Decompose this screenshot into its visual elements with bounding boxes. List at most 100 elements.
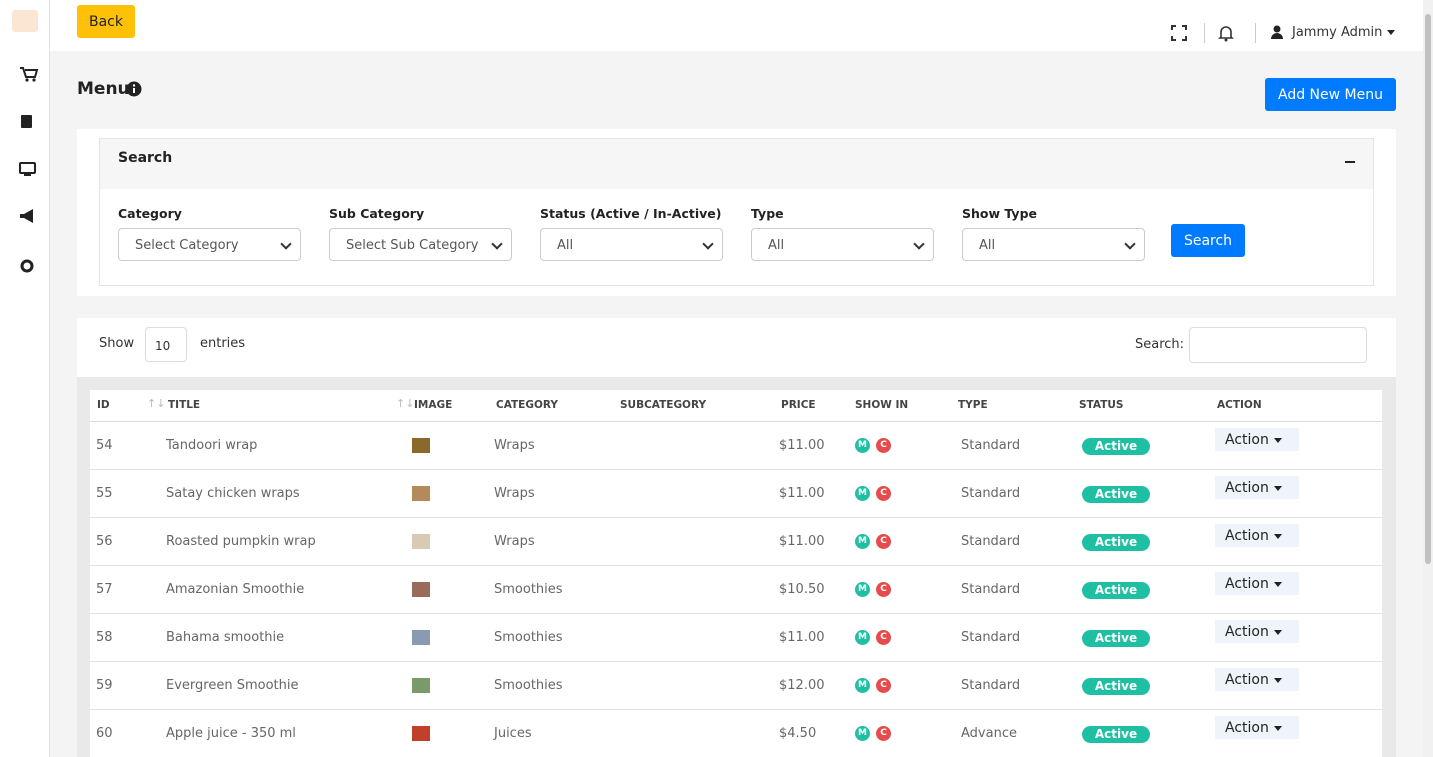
row-category: Smoothies [494,678,563,693]
megaphone-icon[interactable] [20,209,33,223]
action-button[interactable]: Action [1215,572,1299,595]
row-type: Standard [961,486,1021,501]
sort-icon[interactable]: ↑↓ [147,397,166,410]
row-title: Tandoori wrap [166,438,258,453]
show-in-badge: M [855,678,870,693]
row-price: $10.50 [779,582,825,597]
search-label: Search: [1135,337,1185,352]
calculator-icon[interactable] [21,115,32,128]
status-badge: Active [1082,678,1150,695]
action-label: Action [1225,720,1269,736]
row-image [412,486,430,501]
table-row: 56 Roasted pumpkin wrap Wraps $11.00 M C Stand… [90,518,1382,566]
row-category: Wraps [494,486,535,501]
table-row: 58 Bahama smoothie Smoothies $11.00 M C Standa… [90,614,1382,662]
row-price: $11.00 [779,534,825,549]
show-in-badge: M [855,534,870,549]
action-button[interactable]: Action [1215,476,1299,499]
row-type: Standard [961,630,1021,645]
row-type: Standard [961,678,1021,693]
column-header[interactable]: ACTION [1217,399,1262,411]
row-id: 54 [96,438,113,453]
action-label: Action [1225,432,1269,448]
row-category: Wraps [494,534,535,549]
top-bar [50,0,1423,51]
action-button[interactable]: Action [1215,524,1299,547]
scroll-thumb[interactable] [1425,14,1431,564]
column-header[interactable]: TYPE [958,399,988,411]
row-id: 55 [96,486,113,501]
filter-label: Type [751,206,784,221]
show-in-badge: C [876,678,891,693]
fullscreen-icon[interactable] [1170,24,1190,44]
cart-icon[interactable] [20,67,39,78]
row-price: $4.50 [779,726,817,741]
entries-select[interactable]: 10 [145,327,187,362]
header-border [90,421,1382,422]
column-header[interactable]: SUBCATEGORY [620,399,707,411]
row-category: Juices [494,726,532,741]
sort-icon[interactable]: ↑↓ [396,397,415,410]
action-button[interactable]: Action [1215,428,1299,451]
action-button[interactable]: Action [1215,716,1299,739]
filter-label: Sub Category [329,206,425,221]
filter-select[interactable]: All [962,228,1145,261]
row-id: 60 [96,726,113,741]
page-title: Menu [77,79,130,99]
column-header[interactable]: TITLE [168,399,201,411]
filter-select[interactable]: All [751,228,934,261]
row-category: Wraps [494,438,535,453]
add-menu-button[interactable]: Add New Menu [1265,78,1396,111]
status-badge: Active [1082,486,1150,503]
search-button[interactable]: Search [1171,224,1245,257]
monitor-icon[interactable] [19,162,36,174]
filter-label: Show Type [962,206,1038,221]
row-title: Satay chicken wraps [166,486,300,501]
filter-select[interactable]: Select Sub Category [329,228,512,261]
action-button[interactable]: Action [1215,620,1299,643]
row-title: Amazonian Smoothie [166,582,305,597]
scrollbar[interactable] [1423,0,1433,757]
row-type: Standard [961,438,1021,453]
info-icon[interactable] [126,81,142,97]
back-button[interactable]: Back [77,5,135,38]
sidebar [0,0,50,757]
row-id: 59 [96,678,113,693]
column-header[interactable]: ID [97,399,110,411]
show-in-badge: C [876,630,891,645]
row-image [412,582,430,597]
table-row: 57 Amazonian Smoothie Smoothies $10.50 M C Sta… [90,566,1382,614]
show-in-badge: M [855,582,870,597]
logo[interactable] [12,10,38,32]
row-id: 56 [96,534,113,549]
row-price: $11.00 [779,438,825,453]
column-header[interactable]: CATEGORY [496,399,559,411]
search-panel-header [100,139,1373,189]
table: ID TITLE IMAGE CATEGORY SUBCATEGORY PRICE SHOW… [90,390,1382,757]
row-title: Apple juice - 350 ml [166,726,296,741]
column-header[interactable]: IMAGE [414,399,453,411]
filter-label: Status (Active / In-Active) [540,206,722,221]
entries-value: 10 [155,339,171,353]
table-row: 59 Evergreen Smoothie Smoothies $12.00 M C Sta… [90,662,1382,710]
status-badge: Active [1082,534,1150,551]
column-header[interactable]: PRICE [781,399,816,411]
search-input[interactable] [1189,327,1367,363]
filter-select[interactable]: Select Category [118,228,301,261]
user-menu[interactable]: Jammy Admin [1292,26,1395,39]
row-type: Advance [961,726,1017,741]
action-label: Action [1225,480,1269,496]
collapse-icon[interactable] [1345,161,1355,163]
row-image [412,534,430,549]
column-header[interactable]: STATUS [1079,399,1124,411]
action-button[interactable]: Action [1215,668,1299,691]
settings-icon[interactable] [20,259,34,273]
row-image [412,438,430,453]
bell-icon[interactable] [1218,24,1234,42]
column-header[interactable]: SHOW IN [855,399,909,411]
divider [1255,23,1256,43]
search-panel-title: Search [118,150,173,166]
divider [1204,23,1205,43]
filter-select[interactable]: All [540,228,723,261]
